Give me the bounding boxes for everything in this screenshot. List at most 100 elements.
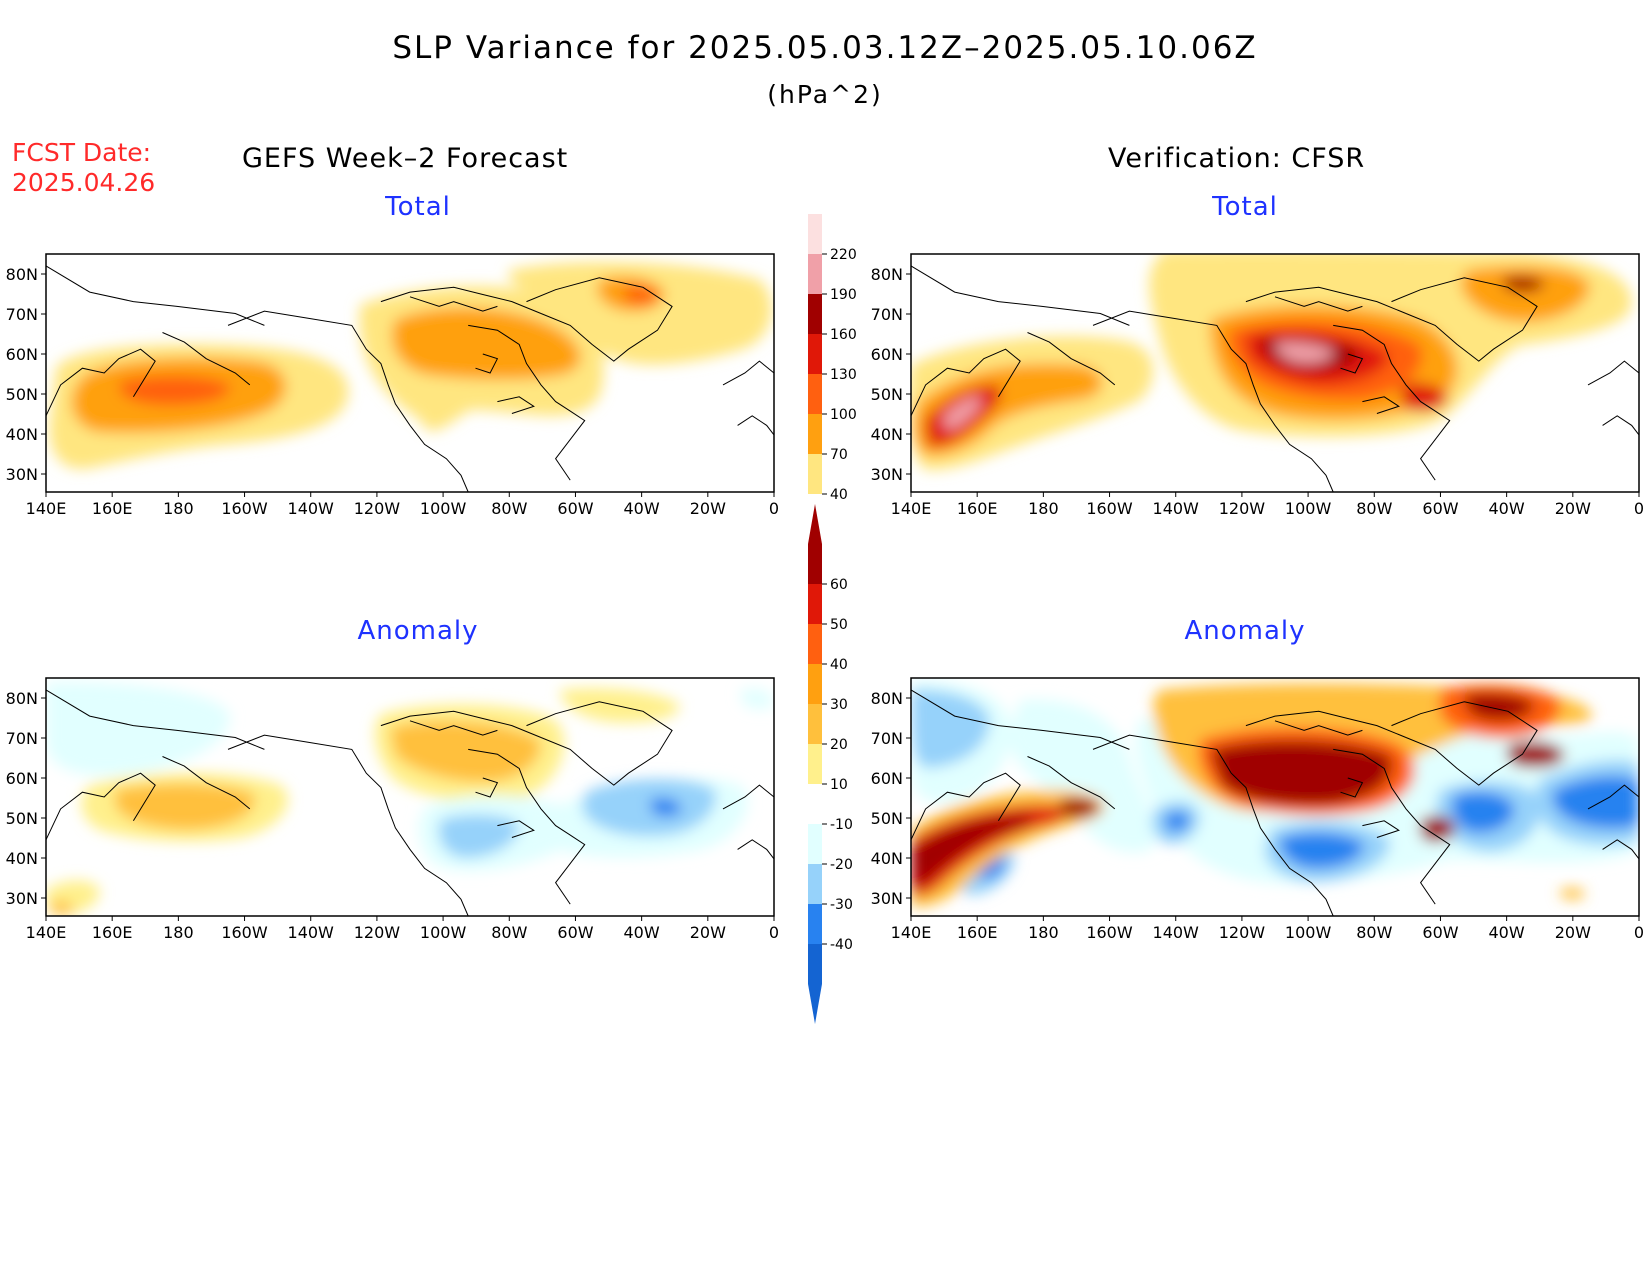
cb-anom-swatch (808, 664, 822, 704)
forecast-total-title: Total (385, 192, 451, 222)
cb-anom-label: -10 (830, 817, 853, 833)
forecast-total-lat-label: 40N (6, 425, 38, 444)
cb-total-swatch (808, 254, 822, 294)
forecast-total-lon-label: 80W (491, 499, 527, 518)
verification-anomaly-lon-label: 120W (1219, 923, 1266, 942)
verification-total-panel (910, 253, 1640, 493)
forecast-anomaly-lon-label: 100W (420, 923, 467, 942)
verification-total-coastline-1 (910, 348, 1021, 417)
verification-anomaly-lon-label: 60W (1422, 923, 1458, 942)
forecast-anomaly-lon-label: 140E (26, 923, 67, 942)
verification-total-lat-label: 60N (871, 345, 903, 364)
cb-anom-swatch (808, 744, 822, 784)
forecast-total-field (49, 261, 772, 469)
forecast-total-coastline-5 (468, 324, 586, 481)
verification-total-title: Total (1212, 192, 1278, 222)
verification-anomaly-lon-label: 20W (1555, 923, 1591, 942)
verification-anomaly-panel (910, 677, 1640, 917)
forecast-total-coastline-3 (227, 310, 469, 493)
verification-anomaly-lat-label: 80N (871, 689, 903, 708)
forecast-total-coastline-7 (722, 360, 775, 386)
forecast-total-lon-label: 140E (26, 499, 67, 518)
verification-anomaly-lon-label: 140E (891, 923, 932, 942)
forecast-anomaly-coastline-2 (162, 756, 251, 810)
cb-total-top-cap (808, 174, 822, 214)
cb-total-label: 220 (830, 247, 857, 263)
cb-anom-label: 20 (830, 737, 848, 753)
verification-anomaly-coastline-11 (1362, 820, 1400, 838)
verification-total-lat-label: 40N (871, 425, 903, 444)
forecast-total-lat-label: 70N (6, 305, 38, 324)
cb-anom-swatch (808, 784, 822, 824)
verification-anomaly-coastline-4 (1245, 710, 1407, 738)
forecast-anomaly-lon-label: 60W (557, 923, 593, 942)
cb-anom-bottom-cap (808, 984, 822, 1024)
forecast-anomaly-coastline-4 (380, 710, 542, 738)
forecast-total-coastline-4 (380, 286, 542, 314)
verification-anomaly-lat-label: 30N (871, 889, 903, 908)
verification-anomaly-lon-label: 140W (1153, 923, 1200, 942)
verification-total-lon-label: 120W (1219, 499, 1266, 518)
cb-anom-label: 30 (830, 697, 848, 713)
verification-total-lat-label: 50N (871, 385, 903, 404)
verification-total-coastline-11 (1362, 396, 1400, 414)
cb-anom-swatch (808, 864, 822, 904)
verification-total-lat-label: 30N (871, 465, 903, 484)
cb-total-swatch (808, 454, 822, 494)
cb-anom-label: 50 (830, 617, 848, 633)
forecast-anomaly-lon-label: 20W (690, 923, 726, 942)
forecast-anomaly-lat-label: 40N (6, 849, 38, 868)
verification-anomaly-coastline-1 (910, 772, 1021, 841)
forecast-total-coastline-1 (45, 348, 156, 417)
cb-total-swatch (808, 374, 822, 414)
verification-anomaly-lat-label: 40N (871, 849, 903, 868)
forecast-anomaly-coastline-3 (227, 734, 469, 917)
forecast-anomaly-lat-label: 60N (6, 769, 38, 788)
verification-total-lon-label: 0 (1634, 499, 1644, 518)
forecast-total-lon-label: 160E (92, 499, 133, 518)
cb-total-label: 40 (830, 487, 848, 503)
verification-anomaly-coastline-8 (1602, 839, 1640, 860)
verification-total-lon-label: 140W (1153, 499, 1200, 518)
forecast-total-lon-label: 160W (221, 499, 268, 518)
figure-title: SLP Variance for 2025.05.03.12Z–2025.05.… (392, 30, 1258, 66)
forecast-total-lon-label: 0 (769, 499, 779, 518)
cb-anom-swatch (808, 704, 822, 744)
forecast-anomaly-lon-label: 160W (221, 923, 268, 942)
cb-total-swatch (808, 214, 822, 254)
forecast-anomaly-coastline-9 (409, 720, 498, 736)
forecast-total-coastline-0 (45, 265, 265, 326)
forecast-anomaly-panel (45, 677, 775, 917)
forecast-anomaly-field (46, 681, 774, 916)
verification-total-lon-label: 160W (1086, 499, 1133, 518)
forecast-anomaly-lat-label: 70N (6, 729, 38, 748)
cb-anom-swatch (808, 544, 822, 584)
cb-anom-top-cap (808, 504, 822, 544)
verification-anomaly-coastline-9 (1274, 720, 1363, 736)
verification-total-coastline-10 (1340, 353, 1364, 374)
forecast-anomaly-lon-label: 80W (491, 923, 527, 942)
verification-total-lon-label: 40W (1489, 499, 1525, 518)
verification-total-coastline-9 (1274, 296, 1363, 312)
verification-total-lon-label: 140E (891, 499, 932, 518)
cb-total-label: 130 (830, 367, 857, 383)
cb-anom-swatch (808, 944, 822, 984)
verification-total-coastline-0 (910, 265, 1130, 326)
verification-total-lon-label: 80W (1356, 499, 1392, 518)
forecast-anomaly-coastline-8 (737, 839, 775, 860)
verification-anomaly-field (911, 680, 1639, 907)
verification-anomaly-coastline-6 (1391, 701, 1538, 786)
verification-anomaly-lon-label: 80W (1356, 923, 1392, 942)
forecast-anomaly-coastline-10 (475, 777, 499, 798)
forecast-total-lat-label: 30N (6, 465, 38, 484)
forecast-total-lat-label: 80N (6, 265, 38, 284)
cb-anom-label: -40 (830, 937, 853, 953)
axis-label-layer: 140E 160E 180 160W 140W 120W 100W 80W 60W 40W 20W 0… (6, 265, 1644, 942)
verification-anomaly-lat-label: 70N (871, 729, 903, 748)
cb-anom-label: 10 (830, 777, 848, 793)
forecast-date-value: 2025.04.26 (12, 168, 156, 197)
forecast-anomaly-coastline-0 (45, 689, 265, 750)
cb-anom-swatch (808, 904, 822, 944)
forecast-total-lon-label: 100W (420, 499, 467, 518)
